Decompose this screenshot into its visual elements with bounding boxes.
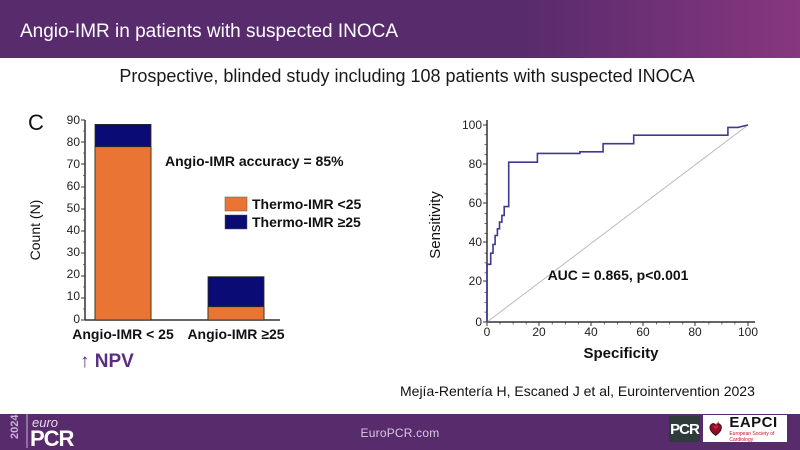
svg-text:20: 20 — [532, 325, 546, 339]
svg-text:50: 50 — [67, 201, 81, 215]
svg-text:80: 80 — [469, 157, 483, 171]
svg-text:60: 60 — [67, 179, 81, 193]
svg-text:AUC = 0.865, p<0.001: AUC = 0.865, p<0.001 — [548, 267, 689, 283]
svg-text:Angio-IMR ≥25: Angio-IMR ≥25 — [187, 326, 284, 342]
svg-text:90: 90 — [67, 113, 81, 127]
svg-text:40: 40 — [67, 223, 81, 237]
svg-text:Thermo-IMR ≥25: Thermo-IMR ≥25 — [252, 214, 361, 230]
svg-text:40: 40 — [584, 325, 598, 339]
svg-text:0: 0 — [475, 315, 482, 329]
svg-text:Angio-IMR < 25: Angio-IMR < 25 — [72, 326, 174, 342]
svg-text:Thermo-IMR <25: Thermo-IMR <25 — [252, 196, 362, 212]
svg-text:10: 10 — [67, 289, 81, 303]
svg-text:70: 70 — [67, 157, 81, 171]
svg-text:80: 80 — [688, 325, 702, 339]
svg-text:80: 80 — [67, 135, 81, 149]
svg-text:0: 0 — [73, 312, 80, 326]
svg-text:Angio-IMR accuracy = 85%: Angio-IMR accuracy = 85% — [165, 153, 344, 169]
svg-text:↑ NPV: ↑ NPV — [80, 351, 134, 372]
svg-text:Sensitivity: Sensitivity — [427, 191, 444, 259]
svg-text:60: 60 — [636, 325, 650, 339]
svg-text:60: 60 — [469, 196, 483, 210]
svg-text:Count (N): Count (N) — [27, 200, 43, 261]
svg-text:30: 30 — [67, 245, 81, 259]
svg-text:Specificity: Specificity — [583, 345, 659, 362]
svg-text:100: 100 — [738, 325, 758, 339]
svg-text:0: 0 — [484, 325, 491, 339]
svg-text:40: 40 — [469, 235, 483, 249]
svg-text:20: 20 — [67, 267, 81, 281]
svg-text:100: 100 — [462, 118, 482, 132]
svg-text:20: 20 — [469, 274, 483, 288]
